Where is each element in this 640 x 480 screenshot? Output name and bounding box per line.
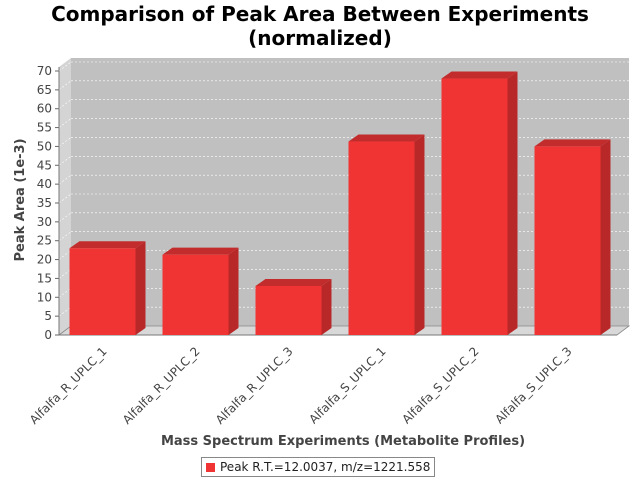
bar-front — [69, 248, 136, 335]
bar-side — [507, 71, 518, 336]
y-tick-label: 15 — [37, 271, 52, 285]
bar-side — [414, 134, 425, 335]
gridline-side — [58, 99, 72, 109]
y-tick-label: 25 — [37, 234, 52, 248]
bar-side — [600, 139, 611, 335]
bar-top — [162, 247, 239, 255]
y-tick-label: 5 — [44, 309, 52, 323]
bar-front — [255, 285, 322, 335]
gridline-side — [58, 231, 72, 241]
bar — [441, 71, 518, 336]
gridline-side — [58, 137, 72, 147]
x-tick-label: Alfalfa_S_UPLC_3 — [492, 344, 574, 426]
y-tick-label: 45 — [37, 158, 52, 172]
gridline-side — [58, 118, 72, 128]
bar-front — [441, 78, 508, 336]
y-tick-label: 20 — [37, 253, 52, 267]
bar — [69, 241, 146, 335]
gridline-side — [58, 250, 72, 260]
legend: Peak R.T.=12.0037, m/z=1221.558 — [201, 457, 436, 477]
bar-top — [441, 71, 518, 79]
y-tick-label: 50 — [37, 139, 52, 153]
side-wall — [59, 58, 71, 335]
x-tick-label: Alfalfa_S_UPLC_2 — [399, 344, 481, 426]
gridline-side — [58, 306, 72, 317]
bar — [348, 134, 425, 335]
gridline-side — [58, 212, 72, 223]
bar-top — [348, 134, 425, 142]
gridline-side — [58, 193, 72, 204]
y-tick-label: 60 — [37, 102, 52, 116]
gridline-side — [58, 269, 72, 279]
x-tick-label: Alfalfa_R_UPLC_1 — [27, 344, 110, 427]
y-axis-title: Peak Area (1e-3) — [13, 138, 28, 261]
y-tick-label: 65 — [37, 83, 52, 97]
legend-swatch — [206, 462, 215, 472]
x-tick-label: Alfalfa_R_UPLC_3 — [213, 344, 296, 427]
gridline-side — [58, 174, 72, 185]
gridline-side — [58, 80, 72, 91]
gridline-side — [58, 288, 72, 298]
bar-front — [534, 146, 601, 335]
y-tick-label: 40 — [37, 177, 52, 191]
bar-top — [69, 241, 146, 249]
bar-side — [321, 278, 332, 335]
x-tick-label: Alfalfa_R_UPLC_2 — [120, 344, 203, 427]
bar-top — [534, 139, 611, 147]
gridline-side — [58, 156, 72, 166]
y-tick-label: 35 — [37, 196, 52, 210]
bar — [162, 247, 239, 335]
bar — [534, 139, 611, 335]
gridline-side — [58, 61, 72, 72]
bar-top — [255, 278, 332, 286]
y-tick-label: 0 — [44, 328, 52, 342]
bar — [255, 278, 332, 335]
y-tick-label: 70 — [37, 64, 52, 78]
y-tick-label: 30 — [37, 215, 52, 229]
x-tick-label: Alfalfa_S_UPLC_1 — [306, 344, 388, 426]
bar-side — [135, 241, 146, 335]
y-tick-label: 55 — [37, 121, 52, 135]
legend-label: Peak R.T.=12.0037, m/z=1221.558 — [220, 460, 431, 474]
bar-side — [228, 247, 239, 335]
bar-front — [348, 141, 415, 335]
chart-title: Comparison of Peak Area Between Experime… — [51, 2, 589, 50]
y-tick-label: 10 — [37, 290, 52, 304]
x-axis-title: Mass Spectrum Experiments (Metabolite Pr… — [161, 434, 525, 449]
bar-front — [162, 254, 229, 335]
